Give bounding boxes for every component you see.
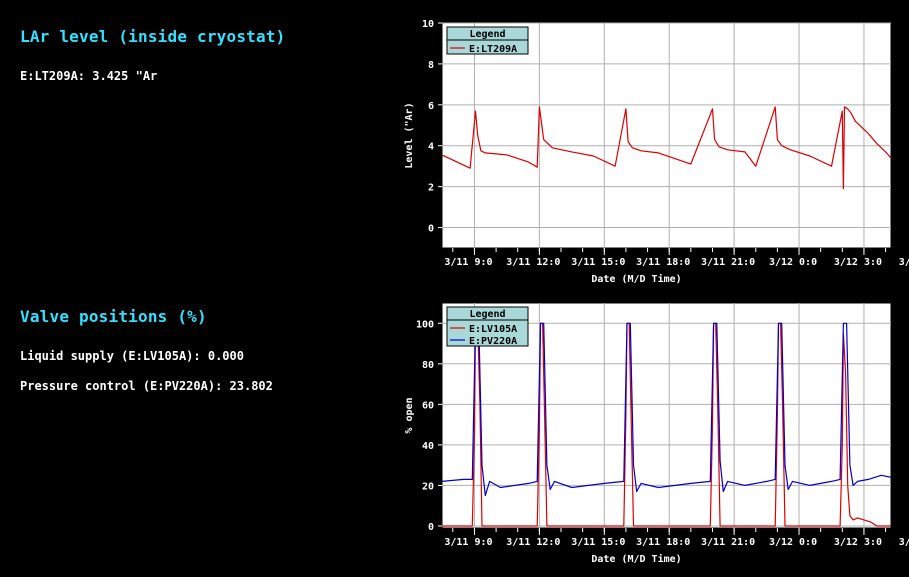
chart1-x-axis-label: Date (M/D Time)	[591, 273, 681, 285]
chart1-ytick-label-3: 6	[428, 101, 434, 112]
chart2-xtick-label-1: 3/11 12:0	[506, 537, 560, 548]
chart1-legend-title: Legend	[469, 29, 505, 40]
chart1-ytick-label-5: 10	[422, 19, 434, 30]
chart1-xtick-label-2: 3/11 15:0	[571, 257, 625, 268]
chart2-legend-body	[446, 319, 529, 347]
chart2-x-axis-label: Date (M/D Time)	[591, 553, 681, 565]
chart1-series-0-line	[441, 106, 892, 190]
chart1-group: 0 2 4 6 8 10 3/11 9:0 3/11 12:0 3/11 15:0 3/11 18…	[404, 19, 909, 285]
chart1-ytick-label-2: 4	[428, 142, 434, 153]
chart1-legend-body	[446, 39, 529, 55]
chart1-xtick-label-3: 3/11 18:0	[636, 257, 690, 268]
chart1-ytick-label-1: 2	[428, 183, 434, 194]
chart1-legend: Legend E:LT209A	[446, 26, 529, 55]
chart2-ytick-label-1: 20	[422, 481, 434, 492]
chart1-xtick-label-6: 3/12 3:0	[834, 257, 882, 268]
chart2-xtick-label-4: 3/11 21:0	[701, 537, 755, 548]
chart1-xtick-label-1: 3/11 12:0	[506, 257, 560, 268]
chart2-y-axis-label: % open	[404, 397, 415, 433]
level-section-header: LAr level (inside cryostat)	[20, 27, 286, 46]
chart2-series-1-line	[441, 322, 892, 497]
chart2-ytick-label-0: 0	[428, 522, 434, 533]
chart1-y-axis-label: Level ("Ar)	[404, 102, 415, 168]
chart2-xtick-label-5: 3/12 0:0	[769, 537, 817, 548]
chart1-legend-label-0: E:LT209A	[469, 44, 517, 55]
chart1-xtick-label-4: 3/11 21:0	[701, 257, 755, 268]
chart2-legend-label-0: E:LV105A	[469, 324, 517, 335]
chart1-ytick-label-0: 0	[428, 224, 434, 235]
chart1-xtick-label-0: 3/11 9:0	[444, 257, 492, 268]
level-readout: E:LT209A: 3.425 "Ar	[20, 69, 158, 83]
chart1-ytick-label-4: 8	[428, 60, 434, 71]
valve-section-header: Valve positions (%)	[20, 307, 207, 326]
chart1-xtick-label-5: 3/12 0:0	[769, 257, 817, 268]
chart1-plot-area	[441, 22, 892, 249]
chart2-ytick-label-2: 40	[422, 441, 434, 452]
chart2-xtick-label-6: 3/12 3:0	[834, 537, 882, 548]
chart2-ytick-label-5: 100	[416, 319, 434, 330]
pressure-control-readout: Pressure control (E:PV220A): 23.802	[20, 379, 273, 393]
chart2-xtick-label-0: 3/11 9:0	[444, 537, 492, 548]
liquid-supply-readout: Liquid supply (E:LV105A): 0.000	[20, 349, 244, 363]
chart2-legend-title: Legend	[469, 309, 505, 320]
chart2-xtick-label-7: 3/12 6:0	[899, 537, 909, 548]
chart2-ytick-label-3: 60	[422, 400, 434, 411]
chart1-xtick-label-7: 3/12 6:0	[899, 257, 909, 268]
chart2-group: 0 20 40 60 80 100 3/11 9:0 3/11 12:0 3/11 15:0 3/…	[404, 302, 909, 565]
chart2-xtick-label-3: 3/11 18:0	[636, 537, 690, 548]
chart2-ytick-label-4: 80	[422, 360, 434, 371]
chart2-legend-label-1: E:PV220A	[469, 336, 517, 347]
chart2-xtick-label-2: 3/11 15:0	[571, 537, 625, 548]
